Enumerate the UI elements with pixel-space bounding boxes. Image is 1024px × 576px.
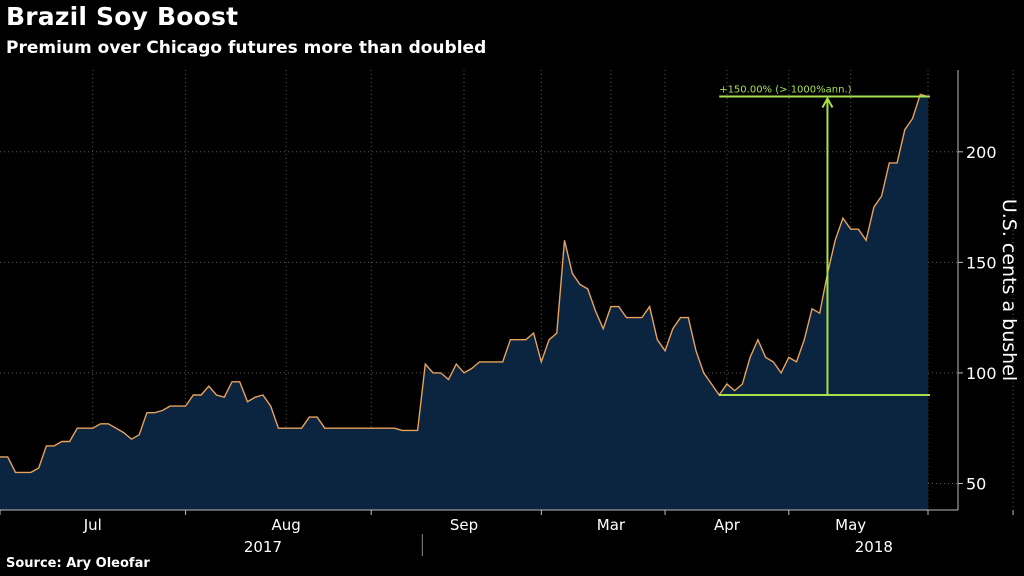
y-tick-label: 200	[966, 143, 997, 162]
x-tick-label: Apr	[714, 516, 741, 534]
y-tick-label: 150	[966, 253, 997, 272]
annotation-label: +150.00% (> 1000%ann.)	[719, 85, 851, 96]
chart-title: Brazil Soy Boost	[6, 2, 239, 31]
source-note: Source: Ary Oleofar	[6, 556, 150, 571]
chart-subtitle: Premium over Chicago futures more than d…	[6, 38, 487, 58]
year-label: 2018	[855, 538, 893, 556]
axes: 50100150200JulAugSepMarAprMayJun20172018	[0, 70, 1014, 556]
x-tick-label: Jul	[83, 516, 102, 534]
x-tick-label: May	[835, 516, 866, 534]
year-label: 2017	[244, 538, 282, 556]
x-tick-label: Mar	[597, 516, 626, 534]
y-tick-label: 50	[966, 474, 986, 493]
premium-area	[0, 94, 928, 511]
x-tick-label: Aug	[271, 516, 300, 534]
x-tick-label: Sep	[450, 516, 478, 534]
annotation-arrow-head	[821, 96, 834, 109]
percent-change-annotation: +150.00% (> 1000%ann.)	[719, 85, 930, 397]
y-tick-label: 100	[966, 364, 997, 383]
y-axis-label: U.S. cents a bushel	[998, 199, 1020, 381]
premium-line	[0, 93, 929, 474]
